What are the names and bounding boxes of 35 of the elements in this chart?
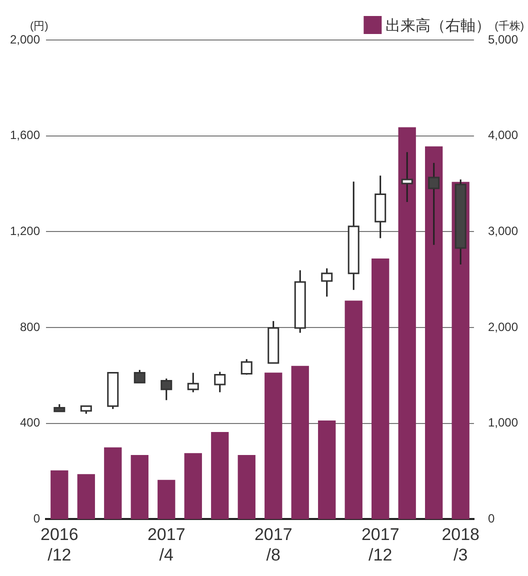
bar — [104, 447, 122, 520]
y2-tick-label: 4,000 — [488, 128, 518, 142]
bar — [184, 453, 202, 520]
y-tick-label: 2,000 — [10, 32, 40, 46]
bar — [77, 474, 95, 520]
y-tick-label: 400 — [20, 416, 40, 430]
x-tick-label: 2018/3 — [442, 525, 480, 564]
bar — [344, 300, 362, 520]
bar — [50, 470, 68, 520]
legend-label: 出来高（右軸） — [386, 18, 491, 35]
bar — [238, 454, 256, 520]
y2-axis-title: (千株) — [494, 20, 524, 33]
bar — [264, 372, 282, 520]
y2-tick-label: 3,000 — [488, 224, 518, 238]
y2-tick-label: 5,000 — [488, 32, 518, 46]
bar — [291, 366, 309, 520]
x-tick-label: 2017/4 — [147, 525, 186, 564]
bar — [425, 146, 443, 520]
bar — [158, 480, 176, 520]
y-tick-label: 800 — [20, 320, 40, 334]
x-tick-label: 2017/12 — [361, 525, 400, 564]
y2-tick-label: 2,000 — [488, 320, 518, 334]
y-tick-label: 1,600 — [10, 128, 40, 142]
x-tick-label: 2017/8 — [254, 525, 292, 564]
bar — [398, 127, 416, 520]
bar — [318, 420, 336, 520]
bar — [130, 454, 148, 520]
y-axis-title: (円) — [30, 20, 48, 33]
x-tick-label: 2016/12 — [40, 525, 78, 564]
bar — [372, 258, 390, 520]
y-tick-label: 1,200 — [10, 224, 40, 238]
y2-tick-label: 0 — [488, 512, 495, 526]
y-tick-label: 0 — [33, 512, 40, 526]
bar — [211, 432, 229, 520]
y2-tick-label: 1,000 — [488, 416, 518, 430]
